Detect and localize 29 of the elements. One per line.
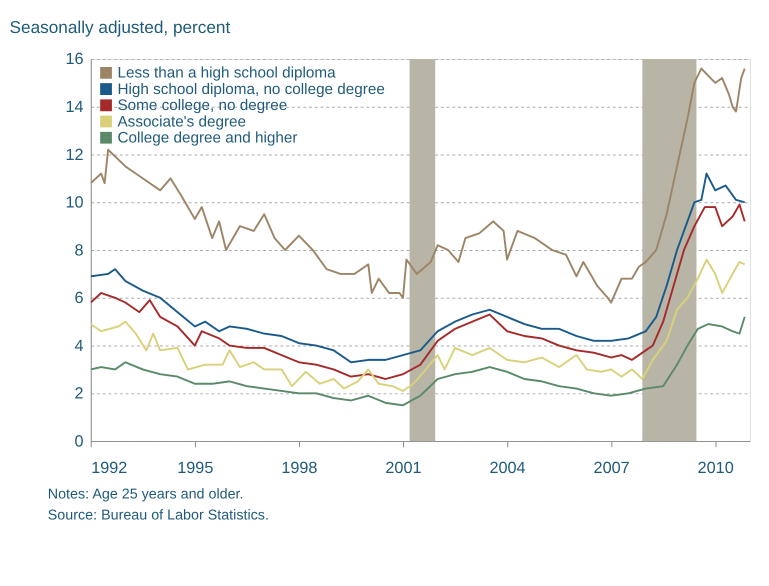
legend-label: High school diploma, no college degree [118, 80, 385, 98]
y-tick-label: 2 [74, 384, 84, 403]
x-tick-label: 1998 [281, 459, 318, 478]
y-tick-label: 4 [74, 336, 84, 355]
x-tick-label: 2004 [489, 459, 526, 478]
x-tick-label: 1995 [177, 459, 214, 478]
line-series [90, 68, 746, 304]
legend-label: Less than a high school diploma [118, 64, 336, 82]
line-series [90, 258, 746, 392]
line-series [90, 204, 746, 380]
y-tick-label: 16 [66, 50, 84, 68]
legend-label: College degree and higher [118, 130, 298, 147]
x-tick-label: 2010 [698, 459, 734, 478]
chart-title: Seasonally adjusted, percent [10, 17, 230, 38]
x-tick-label: 2001 [385, 459, 422, 478]
x-tick-label: 1992 [91, 459, 128, 478]
text: Notes: Age 25 years and older. [48, 486, 244, 502]
line-series [90, 172, 746, 364]
line-series [90, 316, 746, 406]
legend-label: Associate's degree [118, 113, 246, 130]
legend-label: Some college, no degree [118, 97, 288, 114]
x-tick-label: 2007 [594, 459, 630, 478]
y-tick-label: 10 [66, 194, 84, 212]
y-tick-label: 6 [74, 289, 84, 308]
source-note: Source: Bureau of Labor Statistics. [48, 507, 269, 524]
y-tick-label: 8 [74, 241, 84, 260]
y-tick-label: 14 [66, 98, 84, 116]
y-tick-label: 0 [74, 432, 84, 450]
y-tick-label: 12 [66, 146, 84, 164]
